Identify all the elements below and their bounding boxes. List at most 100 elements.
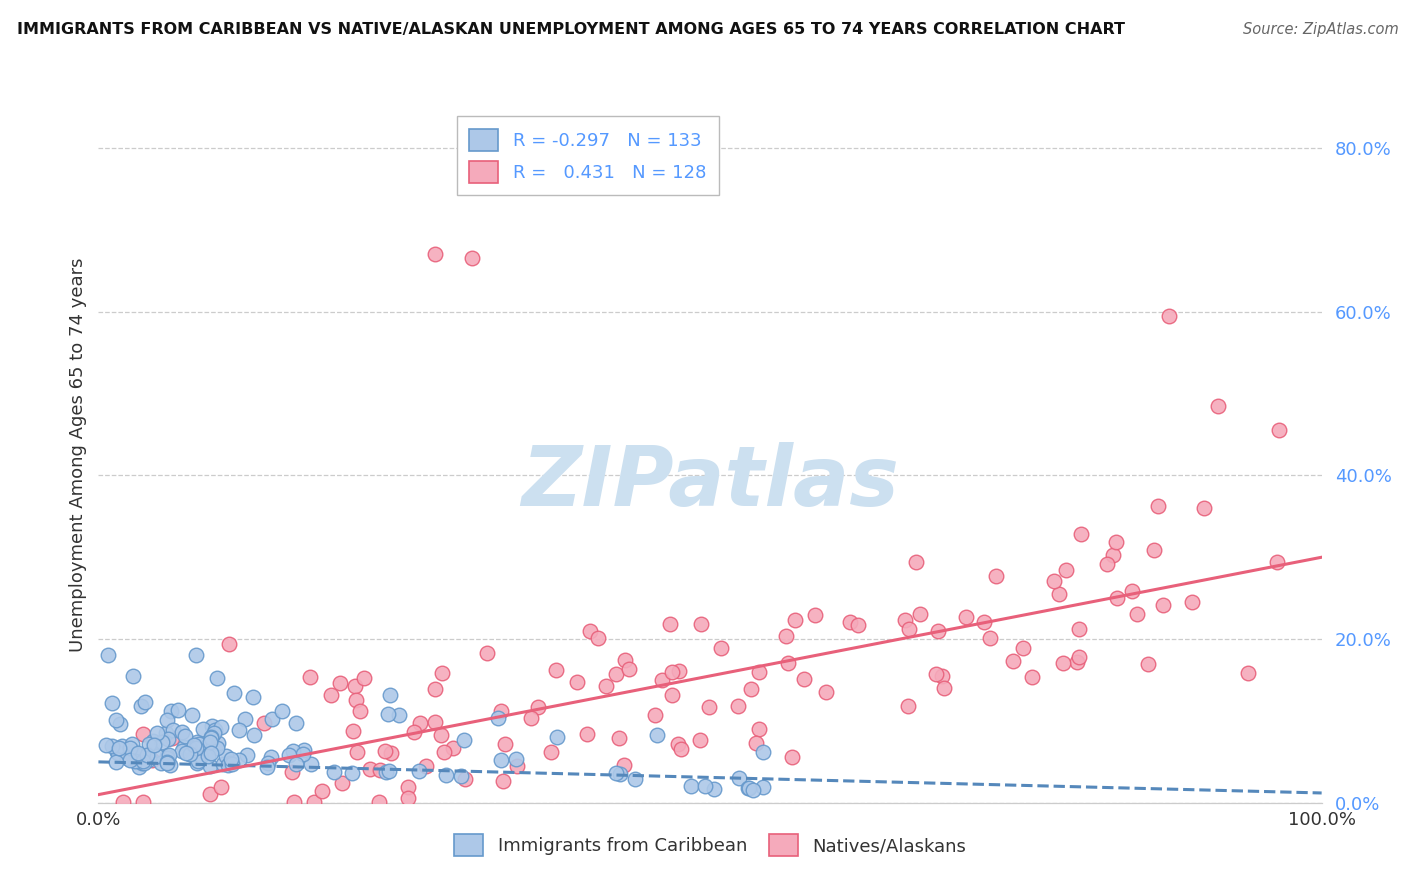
- Point: [179, 747, 201, 761]
- Point: [671, 742, 693, 756]
- Point: [180, 707, 202, 722]
- Point: [97, 648, 120, 663]
- Point: [1237, 666, 1260, 681]
- Point: [155, 726, 177, 740]
- Point: [489, 704, 512, 718]
- Point: [101, 696, 124, 710]
- Point: [94, 739, 117, 753]
- Point: [121, 669, 143, 683]
- Point: [745, 736, 768, 750]
- Point: [776, 656, 799, 670]
- Point: [132, 795, 155, 809]
- Point: [415, 759, 437, 773]
- Point: [156, 751, 179, 765]
- Point: [134, 756, 156, 770]
- Point: [190, 748, 212, 763]
- Point: [118, 741, 141, 756]
- Point: [253, 716, 276, 731]
- Point: [595, 679, 617, 693]
- Point: [1054, 563, 1077, 577]
- Point: [157, 747, 180, 762]
- Point: [285, 757, 308, 772]
- Point: [1052, 656, 1074, 670]
- Point: [475, 647, 498, 661]
- Point: [748, 665, 770, 680]
- Point: [741, 783, 763, 797]
- Point: [128, 760, 150, 774]
- Point: [236, 747, 259, 762]
- Point: [378, 689, 401, 703]
- Point: [494, 737, 516, 751]
- Point: [1043, 574, 1066, 589]
- Point: [1001, 655, 1024, 669]
- Point: [908, 607, 931, 622]
- Point: [605, 766, 627, 780]
- Point: [1206, 399, 1229, 413]
- Point: [228, 723, 250, 737]
- Point: [131, 754, 153, 768]
- Point: [131, 756, 153, 771]
- Point: [973, 615, 995, 630]
- Point: [281, 764, 304, 779]
- Point: [101, 739, 124, 753]
- Legend: Immigrants from Caribbean, Natives/Alaskans: Immigrants from Caribbean, Natives/Alask…: [447, 827, 973, 863]
- Point: [505, 752, 527, 766]
- Point: [679, 779, 702, 793]
- Point: [1137, 657, 1160, 671]
- Point: [107, 741, 129, 756]
- Point: [430, 665, 453, 680]
- Point: [221, 757, 243, 772]
- Point: [460, 252, 482, 266]
- Point: [183, 739, 205, 753]
- Point: [689, 617, 711, 632]
- Point: [162, 731, 184, 745]
- Point: [146, 748, 169, 763]
- Point: [520, 711, 543, 725]
- Point: [697, 700, 720, 714]
- Point: [141, 753, 163, 767]
- Point: [1066, 656, 1088, 670]
- Point: [242, 690, 264, 705]
- Point: [157, 731, 180, 746]
- Point: [217, 758, 239, 772]
- Point: [150, 735, 173, 749]
- Point: [124, 754, 146, 768]
- Point: [898, 622, 921, 636]
- Point: [321, 689, 343, 703]
- Point: [1047, 587, 1070, 601]
- Point: [292, 742, 315, 756]
- Point: [174, 729, 197, 743]
- Point: [1192, 501, 1215, 516]
- Point: [228, 753, 250, 767]
- Point: [198, 758, 221, 772]
- Point: [187, 754, 209, 768]
- Point: [1143, 542, 1166, 557]
- Point: [200, 731, 222, 746]
- Point: [434, 768, 457, 782]
- Point: [740, 681, 762, 696]
- Point: [1265, 556, 1288, 570]
- Point: [159, 758, 181, 772]
- Point: [546, 730, 568, 744]
- Point: [207, 736, 229, 750]
- Point: [138, 749, 160, 764]
- Point: [578, 624, 600, 638]
- Point: [450, 769, 472, 783]
- Point: [150, 756, 173, 771]
- Point: [375, 765, 398, 780]
- Point: [659, 617, 682, 632]
- Point: [260, 712, 283, 726]
- Point: [115, 751, 138, 765]
- Point: [136, 748, 159, 763]
- Point: [205, 740, 228, 755]
- Point: [108, 716, 131, 731]
- Point: [105, 745, 128, 759]
- Point: [396, 790, 419, 805]
- Point: [605, 666, 627, 681]
- Point: [174, 747, 197, 761]
- Point: [156, 756, 179, 771]
- Point: [396, 780, 419, 794]
- Point: [624, 772, 647, 786]
- Point: [645, 728, 668, 742]
- Point: [454, 772, 477, 787]
